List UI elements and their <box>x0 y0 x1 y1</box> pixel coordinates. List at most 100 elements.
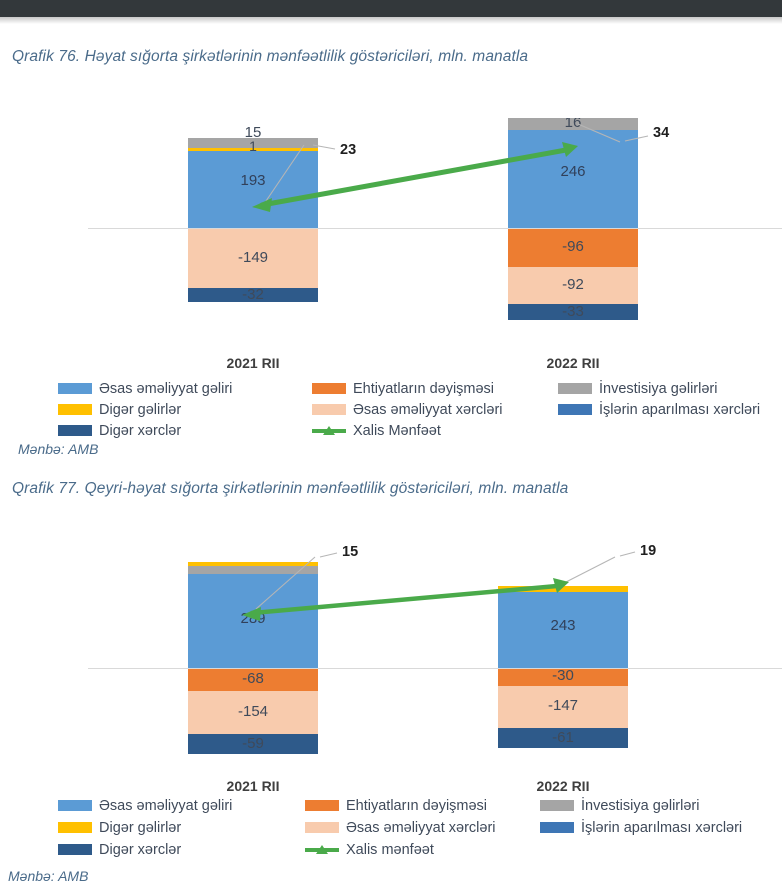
chart-2-legend-item-other-income[interactable]: Digər gəlirlər <box>58 817 181 838</box>
chart-1-category-label-0: 2021 RII <box>226 355 280 371</box>
chart-1-legend-item-net-profit[interactable]: Xalis Mənfəət <box>312 420 441 441</box>
chart-2-g1-operating-expenses-label: -147 <box>547 697 579 714</box>
legend-swatch-icon-business-conduct <box>540 822 574 833</box>
chart-1-legend-item-business-conduct[interactable]: İşlərin aparılması xərcləri <box>558 399 760 420</box>
chart-1-zero-axis <box>88 228 782 229</box>
chart-2-legend-item-business-conduct[interactable]: İşlərin aparılması xərcləri <box>540 817 742 838</box>
chart-2-legend-row-3: Digər xərclər Xalis mənfəət <box>0 839 782 861</box>
chart-1-g1-operating-expenses-label: -92 <box>562 276 584 293</box>
chart-2-legend-label-operating-expenses: Əsas əməliyyat xərcləri <box>346 819 496 836</box>
chart-1-legend-item-investment-income[interactable]: İnvestisiya gəlirləri <box>558 378 717 399</box>
chart-1-net-profit-callout-0: 23 <box>340 142 357 158</box>
chart-2-plot: 289 -68 -154 -59 243 -30 -147 - <box>0 530 782 780</box>
chart-2-source-note: Mənbə: AMB <box>8 868 89 884</box>
window-top-bar <box>0 0 782 17</box>
chart-1-legend-item-other-income[interactable]: Digər gəlirlər <box>58 399 181 420</box>
chart-2-legend-item-net-profit[interactable]: Xalis mənfəət <box>305 839 434 860</box>
legend-swatch-icon-other-income <box>58 822 92 833</box>
chart-1-legend-label-net-profit: Xalis Mənfəət <box>353 422 441 439</box>
chart-2-g1-other-expenses-segment: -61 <box>498 728 628 748</box>
chart-1-g1-main-income-segment: 246 <box>508 130 638 228</box>
chart-1-legend-row-1: Əsas əməliyyat gəliri Ehtiyatların dəyiş… <box>0 378 782 399</box>
chart-1-legend-label-investment-income: İnvestisiya gəlirləri <box>599 380 718 397</box>
chart-1-legend-item-reserve-change[interactable]: Ehtiyatların dəyişməsi <box>312 378 494 399</box>
chart-1-g1-reserve-change-segment: -96 <box>508 229 638 267</box>
chart-2: 289 -68 -154 -59 243 -30 -147 - <box>0 530 782 794</box>
chart-2-g0-main-income-label: 289 <box>240 610 266 627</box>
chart-2-net-profit-callout-1: 19 <box>640 543 657 559</box>
chart-1-g0-other-expenses-segment: -32 <box>188 288 318 302</box>
chart-2-legend-item-main-income[interactable]: Əsas əməliyyat gəliri <box>58 795 232 816</box>
chart-2-g1-reserve-change-label: -30 <box>552 669 574 684</box>
legend-swatch-icon-operating-expenses <box>312 404 346 415</box>
chart-1-legend-label-other-expenses: Digər xərclər <box>99 422 182 439</box>
chart-2-legend-label-main-income: Əsas əməliyyat gəliri <box>99 797 233 814</box>
chart-2-g0-other-expenses-label: -59 <box>242 735 264 752</box>
chart-1-legend-row-3: Digər xərclər Xalis Mənfəət <box>0 420 782 441</box>
chart-1-g0-main-income-segment: 193 <box>188 151 318 228</box>
chart-2-g0-other-expenses-segment: -59 <box>188 734 318 754</box>
chart-1-source-note: Mənbə: AMB <box>18 441 99 457</box>
legend-swatch-icon-investment-income <box>540 800 574 811</box>
chart-2-g1-reserve-change-segment: -30 <box>498 669 628 686</box>
chart-2-category-label-0: 2021 RII <box>226 778 280 794</box>
chart-1-g0-other-income-label: 1 <box>249 138 257 154</box>
chart-1-legend-label-reserve-change: Ehtiyatların dəyişməsi <box>353 380 495 397</box>
legend-line-icon-net-profit <box>312 425 346 436</box>
legend-swatch-icon-operating-expenses <box>305 822 339 833</box>
chart-2-legend-row-1: Əsas əməliyyat gəliri Ehtiyatların dəyiş… <box>0 795 782 817</box>
chart-2-legend: Əsas əməliyyat gəliri Ehtiyatların dəyiş… <box>0 795 782 861</box>
chart-2-legend-label-net-profit: Xalis mənfəət <box>346 841 434 858</box>
chart-2-g0-reserve-change-label: -68 <box>242 670 264 687</box>
chart-1-g1-investment-label: 16 <box>564 118 582 130</box>
chart-1-g0-other-income-segment <box>188 148 318 151</box>
chart-2-g1-main-income-label: 243 <box>550 617 576 634</box>
chart-2-g0-reserve-change-segment: -68 <box>188 669 318 691</box>
chart-1-legend-item-other-expenses[interactable]: Digər xərclər <box>58 420 181 441</box>
chart-2-net-profit-callout-0: 15 <box>342 544 359 560</box>
top-bar-shadow <box>0 17 782 24</box>
chart-2-g1-operating-expenses-segment: -147 <box>498 686 628 728</box>
chart-2-legend-label-reserve-change: Ehtiyatların dəyişməsi <box>346 797 488 814</box>
chart-1-category-label-1: 2022 RII <box>546 355 600 371</box>
chart-2-category-label-1: 2022 RII <box>536 778 590 794</box>
chart-1: 15 1 193 -149 -32 16 246 -96 <box>0 100 782 371</box>
chart-1-g0-investment-label: 15 <box>244 124 262 141</box>
chart-1-legend-item-main-income[interactable]: Əsas əməliyyat gəliri <box>58 378 232 399</box>
chart-2-net-profit-line <box>242 551 636 621</box>
legend-swatch-icon-reserve-change <box>312 383 346 394</box>
chart-1-g0-main-income-label: 193 <box>240 172 266 189</box>
legend-line-icon-net-profit <box>305 844 339 855</box>
legend-swatch-icon-reserve-change <box>305 800 339 811</box>
chart-2-legend-label-other-income: Digər gəlirlər <box>99 819 182 836</box>
chart-2-legend-label-other-expenses: Digər xərclər <box>99 841 182 858</box>
chart-2-g0-operating-expenses-label: -154 <box>237 703 269 720</box>
chart-1-g0-operating-expenses-label: -149 <box>237 249 269 266</box>
chart-1-legend-label-business-conduct: İşlərin aparılması xərcləri <box>599 401 761 418</box>
chart-1-net-profit-callout-1: 34 <box>653 125 670 141</box>
chart-2-legend-item-investment-income[interactable]: İnvestisiya gəlirləri <box>540 795 699 816</box>
chart-2-g0-other-income-segment <box>188 562 318 566</box>
chart-1-g1-operating-expenses-segment: -92 <box>508 267 638 304</box>
chart-1-g0-investment-segment <box>188 138 318 148</box>
chart-2-legend-label-business-conduct: İşlərin aparılması xərcləri <box>581 819 743 836</box>
chart-1-g1-other-expenses-segment: -33 <box>508 304 638 320</box>
chart-2-legend-item-operating-expenses[interactable]: Əsas əməliyyat xərcləri <box>305 817 496 838</box>
chart-2-g0-operating-expenses-segment: -154 <box>188 691 318 734</box>
legend-swatch-icon-main-income <box>58 383 92 394</box>
chart-2-g0-main-income-segment: 289 <box>188 574 318 668</box>
chart-1-g1-reserve-change-label: -96 <box>562 238 584 255</box>
chart-1-g0-other-expenses-label: -32 <box>242 288 264 302</box>
chart-1-legend-row-2: Digər gəlirlər Əsas əməliyyat xərcləri İ… <box>0 399 782 420</box>
chart-1-legend-item-operating-expenses[interactable]: Əsas əməliyyat xərcləri <box>312 399 503 420</box>
legend-swatch-icon-other-income <box>58 404 92 415</box>
chart-2-legend-item-reserve-change[interactable]: Ehtiyatların dəyişməsi <box>305 795 487 816</box>
chart-1-g1-other-expenses-label: -33 <box>562 304 584 320</box>
chart-1-g1-investment-segment: 16 <box>508 118 638 130</box>
chart-1-legend-label-other-income: Digər gəlirlər <box>99 401 182 418</box>
chart-2-legend-item-other-expenses[interactable]: Digər xərclər <box>58 839 181 860</box>
chart-1-legend-label-operating-expenses: Əsas əməliyyat xərcləri <box>353 401 503 418</box>
chart-1-title: Qrafik 76. Həyat sığorta şirkətlərinin m… <box>12 48 529 65</box>
chart-2-zero-axis <box>88 668 782 669</box>
